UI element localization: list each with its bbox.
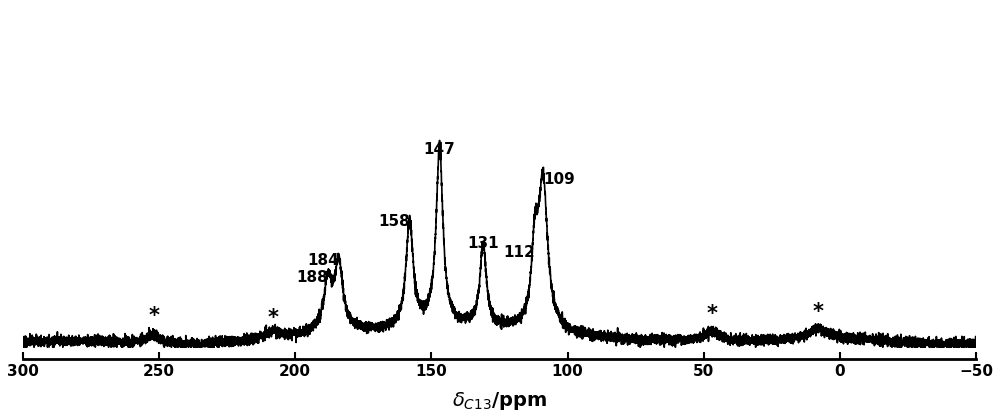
Text: 184: 184 [307,253,339,268]
Text: *: * [148,305,159,326]
Text: 109: 109 [543,172,575,187]
Text: *: * [706,304,717,324]
Text: 158: 158 [378,215,410,230]
X-axis label: $\delta_{C13}$/ppm: $\delta_{C13}$/ppm [452,390,547,412]
Text: 112: 112 [503,245,535,260]
Text: 131: 131 [467,236,499,251]
Text: *: * [813,303,824,322]
Text: 188: 188 [296,269,328,285]
Text: 147: 147 [424,142,455,157]
Text: *: * [268,308,279,328]
